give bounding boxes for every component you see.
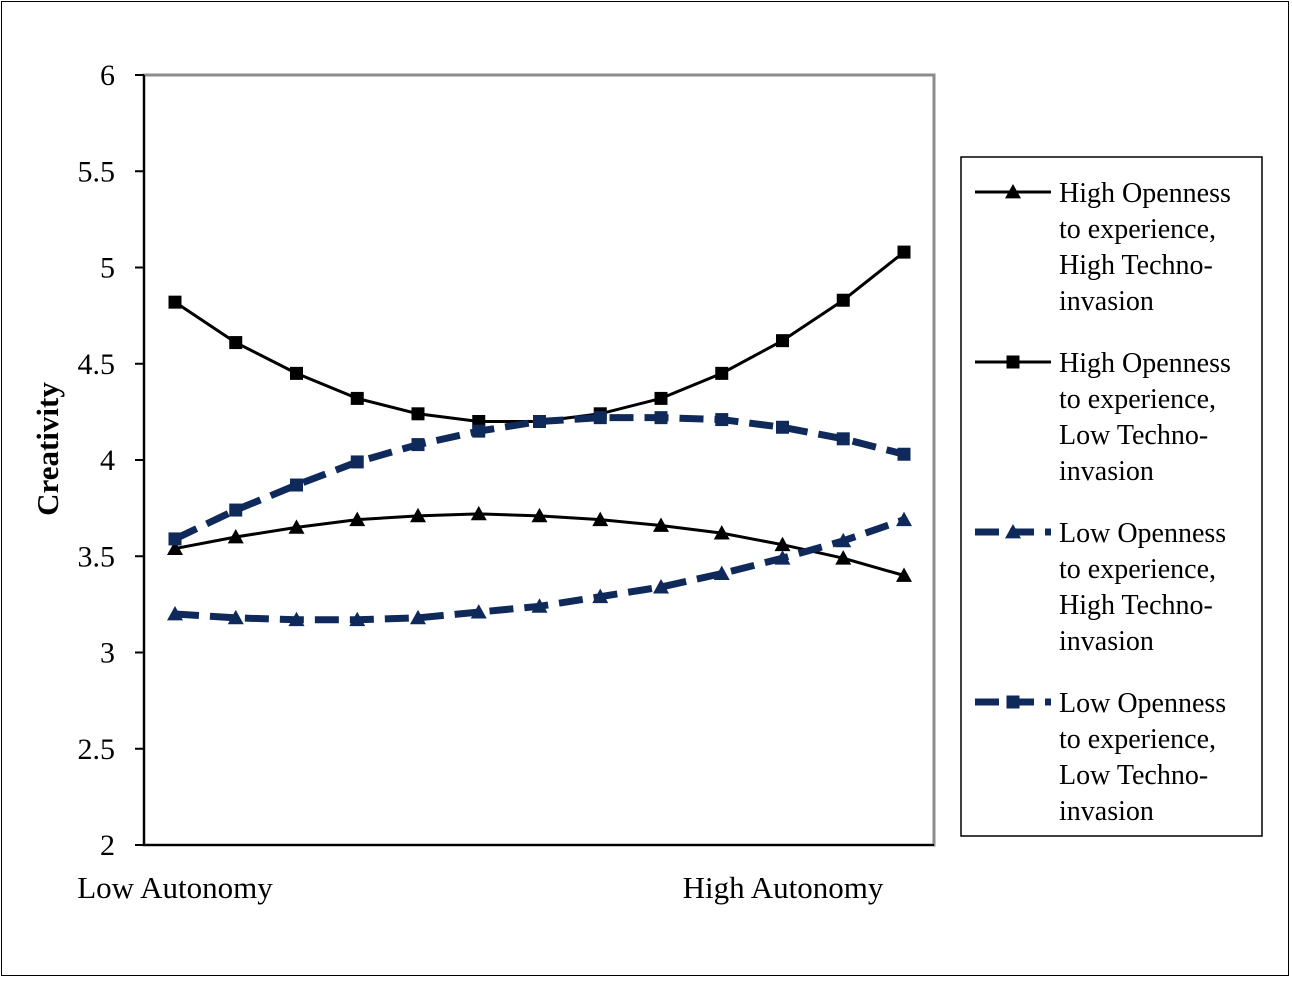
legend-label: invasion: [1059, 626, 1154, 657]
data-point: [776, 421, 789, 434]
legend-label: High Techno-: [1059, 250, 1213, 281]
y-tick-label: 2: [100, 829, 115, 862]
legend-label: Low Techno-: [1059, 420, 1208, 451]
y-tick-label: 5: [100, 252, 115, 285]
legend-label: to experience,: [1059, 724, 1216, 755]
y-tick-label: 4: [100, 444, 115, 477]
legend-label: to experience,: [1059, 214, 1216, 245]
data-point: [776, 334, 789, 347]
data-point: [412, 438, 425, 451]
data-point: [169, 296, 182, 309]
y-tick-label: 6: [100, 59, 115, 92]
y-tick-label: 3: [100, 637, 115, 670]
legend-label: invasion: [1059, 796, 1154, 827]
data-point: [169, 532, 182, 545]
legend-label: Low Openness: [1059, 518, 1226, 549]
legend-label: High Openness: [1059, 178, 1231, 209]
x-tick-label: Low Autonomy: [77, 870, 273, 905]
y-axis-label: Creativity: [30, 382, 65, 516]
legend-label: to experience,: [1059, 384, 1216, 415]
data-point: [472, 425, 485, 438]
x-tick-label: High Autonomy: [683, 870, 884, 905]
legend-label: to experience,: [1059, 554, 1216, 585]
legend-label: Low Openness: [1059, 688, 1226, 719]
data-point: [655, 411, 668, 424]
data-point: [533, 415, 546, 428]
data-point: [655, 392, 668, 405]
y-tick-label: 3.5: [78, 540, 116, 573]
data-point: [837, 432, 850, 445]
data-point: [715, 367, 728, 380]
y-tick-label: 5.5: [78, 155, 116, 188]
legend-swatch-marker: [1007, 696, 1020, 709]
plot-area: [144, 75, 934, 845]
data-point: [351, 455, 364, 468]
data-point: [837, 294, 850, 307]
data-point: [351, 392, 364, 405]
legend-label: invasion: [1059, 456, 1154, 487]
data-point: [290, 367, 303, 380]
line-chart: 2 2.5 3 3.5 4 4.5 5 5.5 6 Low Autonomy High Auton…: [2, 2, 1290, 977]
x-axis-ticks: Low Autonomy High Autonomy: [77, 870, 884, 905]
data-point: [715, 413, 728, 426]
chart-frame: 2 2.5 3 3.5 4 4.5 5 5.5 6 Low Autonomy High Auton…: [1, 1, 1289, 976]
y-axis-ticks: 2 2.5 3 3.5 4 4.5 5 5.5 6: [78, 59, 145, 862]
y-tick-label: 4.5: [78, 348, 116, 381]
data-point: [229, 336, 242, 349]
y-tick-label: 2.5: [78, 733, 116, 766]
data-point: [290, 479, 303, 492]
data-point: [898, 448, 911, 461]
data-point: [898, 246, 911, 259]
legend: High Openness to experience, High Techno-i…: [961, 157, 1262, 836]
data-point: [594, 411, 607, 424]
legend-label: Low Techno-: [1059, 760, 1208, 791]
data-point: [412, 407, 425, 420]
legend-label: High Techno-: [1059, 590, 1213, 621]
legend-swatch-marker: [1007, 356, 1020, 369]
legend-label: invasion: [1059, 286, 1154, 317]
data-point: [229, 504, 242, 517]
legend-label: High Openness: [1059, 348, 1231, 379]
